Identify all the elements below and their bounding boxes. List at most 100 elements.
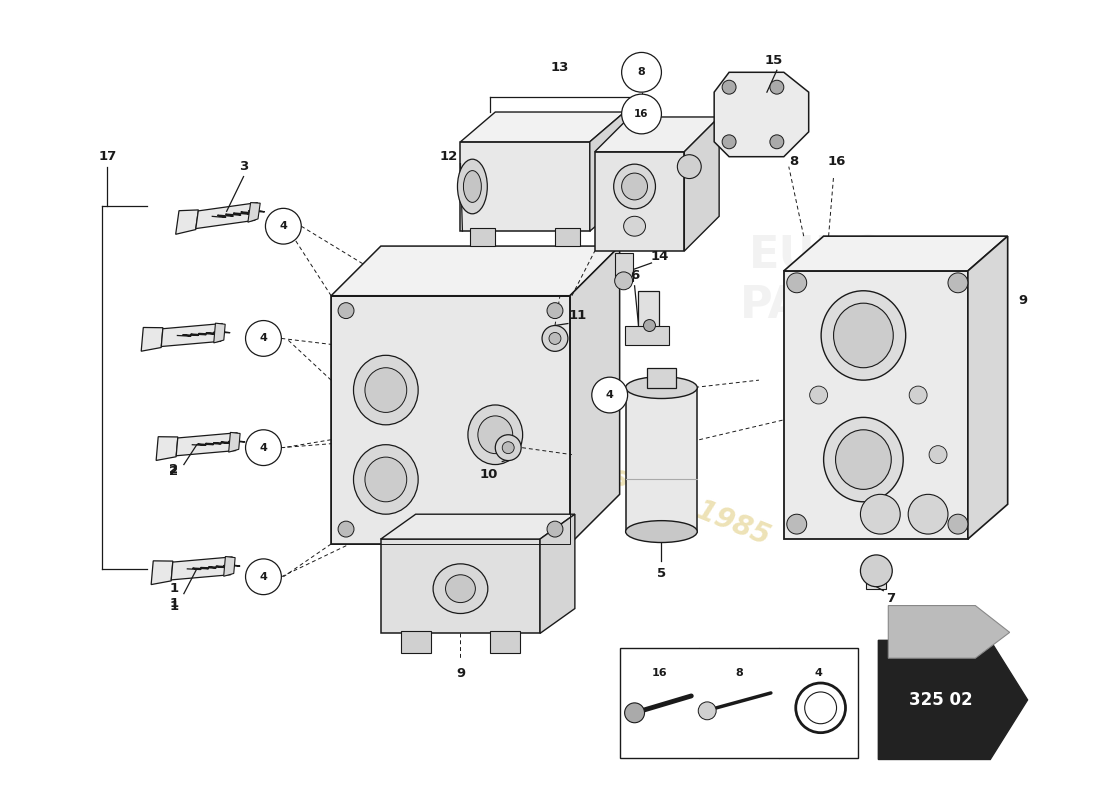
Polygon shape <box>156 437 178 461</box>
Ellipse shape <box>463 170 482 202</box>
Ellipse shape <box>365 368 407 413</box>
Ellipse shape <box>626 377 697 398</box>
Polygon shape <box>151 561 173 585</box>
Polygon shape <box>684 117 719 251</box>
Text: 15: 15 <box>764 54 783 67</box>
Polygon shape <box>176 210 198 234</box>
Circle shape <box>909 494 948 534</box>
Bar <box>626 387 697 531</box>
Circle shape <box>245 430 282 466</box>
Ellipse shape <box>468 405 522 465</box>
Text: 4: 4 <box>279 222 287 231</box>
Ellipse shape <box>353 355 418 425</box>
Polygon shape <box>381 514 575 539</box>
Circle shape <box>245 321 282 356</box>
Ellipse shape <box>433 564 487 614</box>
Text: 9: 9 <box>1018 294 1027 307</box>
Polygon shape <box>968 236 1008 539</box>
Circle shape <box>770 135 784 149</box>
Text: 1: 1 <box>169 582 178 595</box>
Bar <box>556 228 580 246</box>
Circle shape <box>542 326 568 351</box>
Ellipse shape <box>446 574 475 602</box>
Ellipse shape <box>821 290 905 380</box>
Text: 4: 4 <box>260 572 267 582</box>
Circle shape <box>625 703 645 722</box>
Text: 7: 7 <box>886 592 894 605</box>
Polygon shape <box>141 327 163 351</box>
Circle shape <box>786 273 806 293</box>
Polygon shape <box>878 640 1027 759</box>
Circle shape <box>810 386 827 404</box>
Bar <box>867 569 887 589</box>
Text: EURO
PARTS: EURO PARTS <box>739 234 898 327</box>
Circle shape <box>615 272 632 290</box>
Bar <box>471 228 495 246</box>
Circle shape <box>948 273 968 293</box>
Text: 10: 10 <box>480 468 497 481</box>
Circle shape <box>644 319 656 331</box>
Text: 4: 4 <box>260 442 267 453</box>
Polygon shape <box>461 112 625 142</box>
Text: 2: 2 <box>169 465 178 478</box>
Polygon shape <box>223 557 235 576</box>
Text: 1: 1 <box>169 600 178 613</box>
Polygon shape <box>540 514 575 634</box>
Ellipse shape <box>626 521 697 542</box>
Bar <box>331 296 570 544</box>
Circle shape <box>860 555 892 586</box>
Text: 8: 8 <box>735 668 743 678</box>
Circle shape <box>910 386 927 404</box>
Ellipse shape <box>365 457 407 502</box>
Circle shape <box>547 302 563 318</box>
Polygon shape <box>570 246 619 544</box>
Text: 11: 11 <box>569 309 587 322</box>
Circle shape <box>678 154 701 178</box>
Text: 16: 16 <box>635 109 649 119</box>
Text: 3: 3 <box>239 160 249 173</box>
Circle shape <box>592 377 628 413</box>
Polygon shape <box>248 202 261 222</box>
Bar <box>491 631 520 654</box>
Text: 2: 2 <box>169 463 178 476</box>
Text: 4: 4 <box>606 390 614 400</box>
Ellipse shape <box>353 445 418 514</box>
Circle shape <box>621 94 661 134</box>
Text: 4: 4 <box>260 334 267 343</box>
Circle shape <box>495 434 521 461</box>
Polygon shape <box>331 246 619 296</box>
Circle shape <box>948 514 968 534</box>
Ellipse shape <box>834 303 893 368</box>
Polygon shape <box>714 72 808 157</box>
Circle shape <box>547 521 563 537</box>
Text: 14: 14 <box>650 250 669 262</box>
Text: 8: 8 <box>638 67 646 78</box>
Bar <box>595 152 684 251</box>
Polygon shape <box>176 433 238 456</box>
Circle shape <box>549 333 561 344</box>
Circle shape <box>722 80 736 94</box>
Text: 4: 4 <box>815 668 823 678</box>
Text: 1: 1 <box>169 597 178 610</box>
Text: 8: 8 <box>789 155 799 168</box>
Bar <box>638 290 659 335</box>
Ellipse shape <box>836 430 891 490</box>
Circle shape <box>770 80 784 94</box>
Circle shape <box>503 442 514 454</box>
Bar <box>381 539 540 634</box>
Polygon shape <box>162 323 222 346</box>
Text: 9: 9 <box>455 666 465 679</box>
Circle shape <box>722 135 736 149</box>
Ellipse shape <box>477 416 513 454</box>
Bar <box>619 648 858 758</box>
Circle shape <box>338 302 354 318</box>
Ellipse shape <box>621 173 648 200</box>
Polygon shape <box>229 432 240 452</box>
Polygon shape <box>889 606 1010 658</box>
Bar <box>331 296 570 544</box>
Polygon shape <box>172 557 232 580</box>
Polygon shape <box>784 236 1008 271</box>
Circle shape <box>860 494 900 534</box>
Ellipse shape <box>614 164 656 209</box>
Polygon shape <box>196 202 257 229</box>
